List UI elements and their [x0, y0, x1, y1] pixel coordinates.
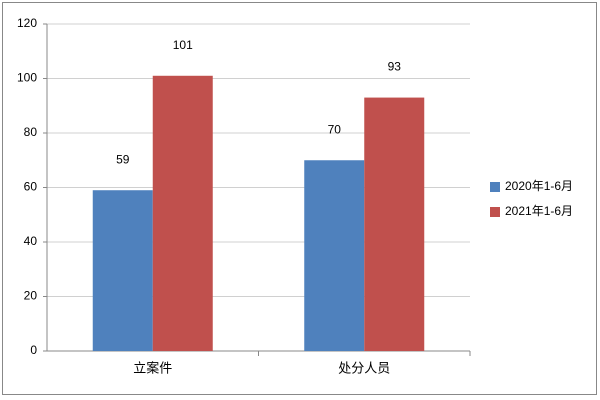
- y-tick-label: 60: [24, 180, 38, 194]
- y-tick-label: 40: [24, 234, 38, 248]
- data-label: 70: [328, 122, 342, 136]
- y-tick-label: 100: [17, 71, 37, 85]
- data-label: 101: [173, 38, 193, 52]
- legend-label: 2021年1-6月: [505, 204, 573, 218]
- data-label: 93: [388, 60, 402, 74]
- y-tick-label: 0: [30, 343, 37, 357]
- data-label: 59: [116, 152, 130, 166]
- legend-label: 2020年1-6月: [505, 179, 573, 193]
- x-tick-label: 立案件: [133, 360, 172, 375]
- y-tick-label: 120: [17, 16, 37, 30]
- bar: [364, 97, 425, 351]
- legend-swatch: [490, 207, 500, 217]
- y-tick-label: 20: [24, 289, 38, 303]
- bar: [304, 160, 365, 351]
- y-tick-label: 80: [24, 125, 38, 139]
- chart-border: [2, 2, 597, 395]
- bar: [152, 75, 213, 352]
- bar: [92, 190, 153, 351]
- legend-swatch: [490, 182, 500, 192]
- x-tick-label: 处分人员: [338, 360, 390, 375]
